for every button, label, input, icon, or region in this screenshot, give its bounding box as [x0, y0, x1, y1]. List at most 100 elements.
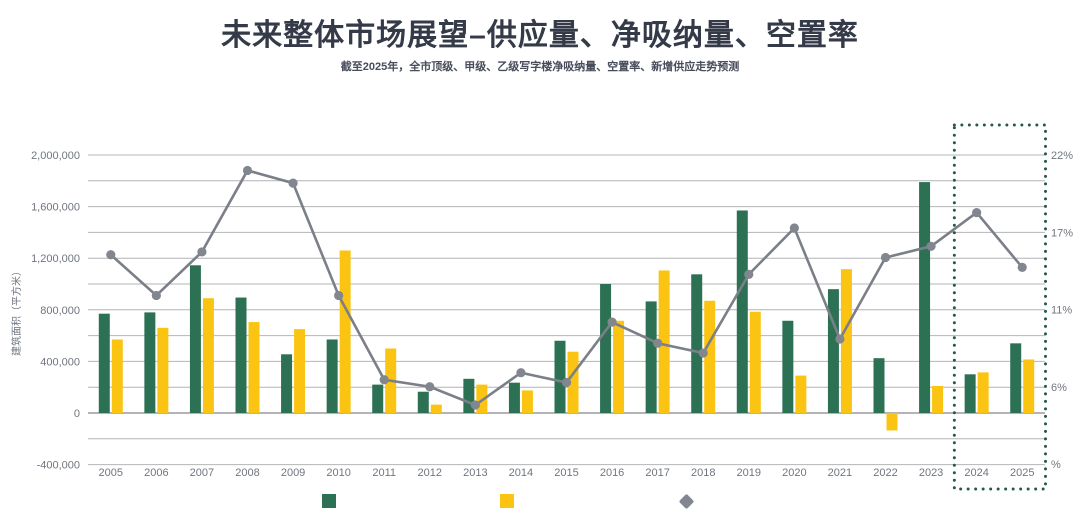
- gridlines: [88, 154, 1045, 466]
- svg-text:2025: 2025: [1010, 467, 1034, 479]
- bar: [919, 182, 931, 413]
- bar: [417, 391, 429, 413]
- bar: [521, 390, 533, 413]
- svg-text:2017: 2017: [645, 467, 669, 479]
- vacancy-marker: [698, 348, 708, 358]
- vacancy-marker: [334, 290, 344, 301]
- vacancy-marker: [288, 178, 298, 188]
- bar: [567, 351, 579, 413]
- bar: [235, 297, 247, 413]
- bar: [932, 385, 944, 413]
- bar: [749, 311, 761, 413]
- svg-text:2009: 2009: [281, 467, 305, 479]
- svg-text:2020: 2020: [782, 467, 806, 479]
- vacancy-marker: [425, 382, 435, 392]
- legend-net-absorption-swatch: [500, 494, 514, 508]
- svg-text:17%: 17%: [1051, 227, 1073, 239]
- svg-text:6%: 6%: [1051, 382, 1067, 394]
- bar: [1010, 343, 1022, 413]
- bar: [294, 329, 306, 413]
- bar: [840, 269, 852, 413]
- bar: [886, 413, 898, 431]
- vacancy-line: [109, 168, 1024, 407]
- bar: [795, 375, 807, 413]
- svg-text:-400,000: -400,000: [37, 460, 80, 472]
- legend-supply-swatch: [322, 494, 336, 508]
- bar: [977, 372, 989, 413]
- svg-text:2021: 2021: [828, 467, 852, 479]
- bar: [964, 374, 976, 413]
- vacancy-marker: [197, 247, 207, 257]
- bar: [202, 298, 214, 413]
- page-title: 未来整体市场展望–供应量、净吸纳量、空置率: [221, 19, 859, 52]
- bar: [600, 284, 612, 413]
- bar: [326, 339, 338, 413]
- svg-text:2012: 2012: [418, 467, 442, 479]
- svg-text:2,000,000: 2,000,000: [31, 150, 80, 162]
- bar: [372, 384, 384, 413]
- svg-text:0: 0: [74, 408, 80, 420]
- svg-text:1,600,000: 1,600,000: [31, 202, 80, 214]
- svg-text:2019: 2019: [737, 467, 761, 479]
- svg-text:2014: 2014: [509, 467, 533, 479]
- bar: [613, 320, 625, 413]
- svg-text:2008: 2008: [235, 467, 259, 479]
- x-axis-year-labels: 2005 2006 2007 2008 2009 2010 2011 2012 2013 2014…: [99, 467, 1035, 479]
- vacancy-marker: [880, 252, 891, 263]
- bar: [430, 404, 442, 413]
- vacancy-marker: [653, 338, 663, 348]
- bar: [827, 289, 839, 413]
- bar: [658, 270, 670, 413]
- svg-text:400,000: 400,000: [40, 356, 80, 368]
- svg-text:2005: 2005: [99, 467, 123, 479]
- vacancy-marker: [561, 377, 572, 388]
- bar: [111, 339, 123, 413]
- vacancy-marker: [744, 269, 754, 279]
- vacancy-marker: [607, 317, 617, 327]
- vacancy-marker: [835, 334, 845, 344]
- svg-text:2016: 2016: [600, 467, 624, 479]
- svg-text:2011: 2011: [372, 467, 396, 479]
- right-axis-tick-labels: 22% 17% 11% 6%%: [1051, 150, 1073, 471]
- vacancy-marker: [1017, 262, 1027, 272]
- svg-text:2022: 2022: [873, 467, 897, 479]
- vacancy-marker: [242, 165, 253, 176]
- vacancy-marker: [926, 241, 936, 251]
- vacancy-marker: [516, 368, 526, 378]
- vacancy-marker: [106, 250, 116, 260]
- vacancy-marker: [972, 207, 982, 218]
- page-subtitle: 截至2025年，全市顶级、甲级、乙级写字楼净吸纳量、空置率、新增供应走势预测: [340, 61, 740, 73]
- svg-text:2024: 2024: [964, 467, 988, 479]
- bar: [704, 300, 716, 413]
- svg-text:2007: 2007: [190, 467, 214, 479]
- bar: [736, 210, 748, 413]
- bar: [645, 301, 657, 413]
- vacancy-marker: [470, 400, 480, 410]
- forecast-box: [952, 123, 1047, 491]
- bar: [782, 320, 794, 413]
- bar: [281, 354, 293, 413]
- svg-text:2010: 2010: [326, 467, 350, 479]
- bars-supply: [98, 182, 1022, 413]
- bar: [98, 313, 110, 413]
- left-axis-tick-labels: 2,000,000 1,600,000 1,200,000 800,000 400,00…: [31, 150, 80, 472]
- svg-text:2015: 2015: [554, 467, 578, 479]
- svg-text:2023: 2023: [919, 467, 943, 479]
- bar: [508, 382, 520, 413]
- svg-text:%: %: [1051, 459, 1061, 471]
- bar: [339, 250, 351, 413]
- bar: [873, 358, 885, 413]
- vacancy-marker: [379, 375, 389, 385]
- vacancy-line-markers: [106, 165, 1027, 410]
- bar: [248, 322, 260, 413]
- bars-net-absorption: [111, 250, 1035, 431]
- svg-text:22%: 22%: [1051, 150, 1073, 162]
- svg-text:11%: 11%: [1051, 305, 1072, 317]
- bar: [554, 340, 566, 413]
- bar: [691, 274, 703, 413]
- svg-text:2006: 2006: [144, 467, 168, 479]
- bar: [189, 265, 201, 413]
- vacancy-marker: [151, 290, 161, 301]
